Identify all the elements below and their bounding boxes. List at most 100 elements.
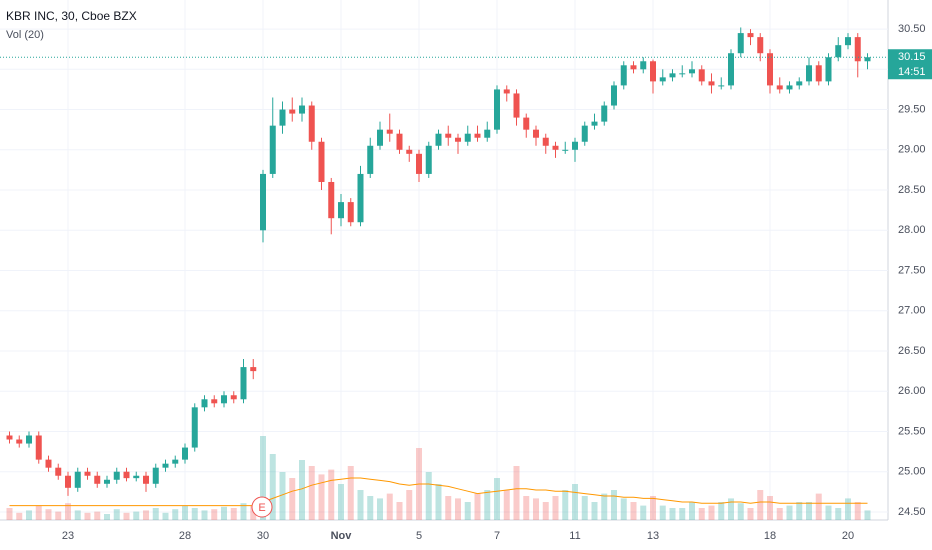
candle-body bbox=[767, 53, 773, 86]
earnings-marker[interactable] bbox=[251, 496, 273, 518]
volume-bar bbox=[689, 502, 695, 520]
volume-bar bbox=[318, 474, 325, 520]
candle-body bbox=[6, 435, 13, 440]
candle-body bbox=[630, 65, 637, 70]
candle-body bbox=[269, 125, 276, 174]
candle-body bbox=[143, 475, 149, 484]
y-tick-label: 29.50 bbox=[898, 103, 926, 115]
candle-body bbox=[16, 439, 23, 444]
volume-bar bbox=[845, 498, 851, 520]
volume-bar bbox=[104, 514, 110, 520]
volume-label: Vol (20) bbox=[6, 29, 44, 41]
candle-body bbox=[221, 395, 227, 404]
volume-bar bbox=[406, 490, 413, 520]
volume-bar bbox=[611, 490, 617, 520]
volume-bar bbox=[45, 509, 52, 520]
candle-body bbox=[94, 475, 101, 484]
countdown-label: 14:51 bbox=[898, 66, 926, 78]
candle-body bbox=[386, 129, 393, 134]
candle-body bbox=[533, 129, 539, 138]
candle-body bbox=[845, 37, 851, 46]
candle-body bbox=[113, 471, 120, 480]
candle-body bbox=[367, 145, 374, 174]
volume-bar bbox=[55, 511, 62, 520]
candle-body bbox=[640, 61, 647, 70]
candle-body bbox=[308, 105, 315, 142]
volume-bar bbox=[6, 508, 13, 520]
volume-bar bbox=[581, 496, 588, 520]
volume-bar bbox=[113, 509, 120, 520]
volume-bar bbox=[425, 472, 432, 520]
x-tick-label: 30 bbox=[257, 530, 269, 542]
candle-body bbox=[552, 145, 559, 150]
x-tick-label: 7 bbox=[494, 530, 500, 542]
last-price-box bbox=[888, 49, 932, 80]
volume-bar bbox=[162, 512, 169, 520]
volume-bar bbox=[854, 502, 861, 520]
x-tick-label: 20 bbox=[842, 530, 854, 542]
candle-body bbox=[26, 435, 32, 444]
volume-bar bbox=[279, 472, 286, 520]
candle-body bbox=[572, 141, 578, 150]
y-tick-label: 28.00 bbox=[898, 224, 926, 236]
last-price-label: 30.15 bbox=[898, 51, 926, 63]
volume-bar bbox=[679, 508, 686, 520]
chart-title: KBR INC, 30, Cboe BZX bbox=[6, 9, 137, 23]
volume-bar bbox=[698, 508, 705, 520]
candle-body bbox=[513, 93, 520, 118]
candle-body bbox=[601, 105, 608, 122]
volume-bar bbox=[377, 498, 383, 520]
candle-body bbox=[152, 467, 159, 484]
volume-bar bbox=[620, 498, 627, 520]
volume-bar bbox=[26, 510, 32, 520]
candle-body bbox=[445, 133, 452, 138]
volume-bar bbox=[211, 509, 218, 520]
candle-body bbox=[191, 407, 198, 448]
candle-body bbox=[806, 65, 812, 82]
volume-bar bbox=[659, 505, 666, 520]
y-tick-label: 28.50 bbox=[898, 184, 926, 196]
candle-body bbox=[728, 53, 734, 86]
volume-bar bbox=[328, 469, 335, 520]
volume-bar bbox=[269, 454, 276, 520]
candle-body bbox=[182, 447, 188, 460]
volume-bar bbox=[737, 503, 744, 520]
volume-bar bbox=[523, 496, 530, 520]
candle-body bbox=[289, 109, 296, 114]
candle-body bbox=[279, 109, 286, 126]
candle-body bbox=[776, 85, 783, 90]
candle-body bbox=[679, 73, 686, 75]
volume-bar bbox=[123, 512, 130, 520]
candle-body bbox=[464, 133, 471, 142]
x-tick-label: 11 bbox=[569, 530, 580, 542]
volume-bar bbox=[601, 493, 608, 520]
volume-bar bbox=[513, 466, 520, 520]
candle-body bbox=[172, 459, 179, 464]
candle-body bbox=[260, 173, 266, 231]
candle-body bbox=[854, 37, 861, 62]
volume-bar bbox=[152, 508, 159, 520]
candle-body bbox=[650, 61, 656, 82]
candle-body bbox=[523, 117, 530, 130]
volume-bar bbox=[572, 484, 578, 520]
candle-body bbox=[104, 479, 110, 484]
volume-bar bbox=[221, 506, 227, 520]
y-tick-label: 25.00 bbox=[898, 466, 926, 478]
x-tick-label: 28 bbox=[179, 530, 191, 542]
candle-body bbox=[786, 85, 793, 90]
volume-bar bbox=[484, 490, 491, 520]
candle-body bbox=[455, 137, 461, 142]
volume-bar bbox=[747, 508, 754, 520]
candle-body bbox=[55, 467, 62, 476]
candle-body bbox=[84, 471, 91, 476]
volume-bar bbox=[172, 509, 179, 520]
volume-bar bbox=[767, 496, 773, 520]
volume-bar bbox=[35, 505, 42, 520]
volume-bar bbox=[562, 490, 569, 520]
earnings-marker-label[interactable]: E bbox=[258, 502, 265, 514]
volume-bar bbox=[435, 484, 442, 520]
volume-bar bbox=[776, 508, 783, 520]
candle-body bbox=[74, 471, 81, 488]
volume-bar bbox=[757, 490, 764, 520]
